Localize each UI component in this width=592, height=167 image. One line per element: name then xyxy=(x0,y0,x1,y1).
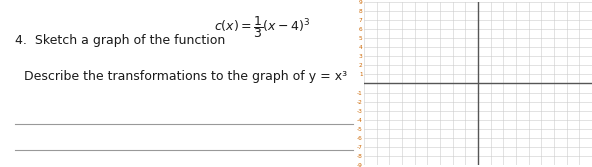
Text: 4.  Sketch a graph of the function: 4. Sketch a graph of the function xyxy=(15,34,225,47)
Text: $c(x) = \dfrac{1}{3}(x - 4)^3$: $c(x) = \dfrac{1}{3}(x - 4)^3$ xyxy=(214,14,310,40)
Text: Describe the transformations to the graph of y = x³: Describe the transformations to the grap… xyxy=(24,70,347,83)
